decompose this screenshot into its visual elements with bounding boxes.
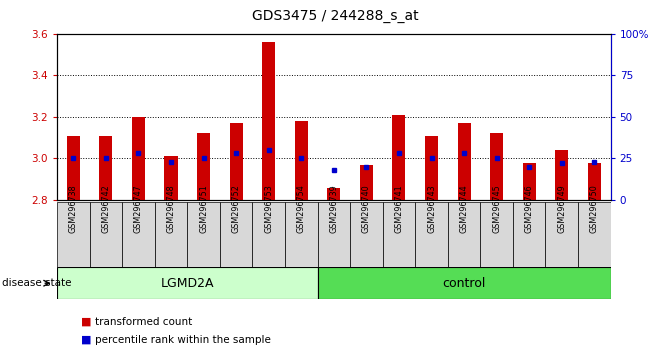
Text: GSM296745: GSM296745 <box>492 184 501 233</box>
Bar <box>57 267 317 299</box>
Text: GSM296748: GSM296748 <box>166 184 176 233</box>
Bar <box>132 117 145 200</box>
Text: control: control <box>442 277 486 290</box>
Bar <box>220 202 252 267</box>
Text: GSM296743: GSM296743 <box>427 184 436 233</box>
Text: GSM296738: GSM296738 <box>69 184 78 233</box>
Text: GSM296739: GSM296739 <box>329 184 338 233</box>
Bar <box>513 202 546 267</box>
Bar <box>490 133 503 200</box>
Bar <box>229 123 243 200</box>
Text: GSM296754: GSM296754 <box>297 184 306 233</box>
Bar <box>588 162 601 200</box>
Text: GSM296747: GSM296747 <box>134 184 143 233</box>
Bar <box>262 42 275 200</box>
Text: GSM296744: GSM296744 <box>460 184 468 233</box>
Bar <box>317 202 350 267</box>
Bar <box>252 202 285 267</box>
Bar <box>90 202 122 267</box>
Bar <box>382 202 415 267</box>
Bar <box>448 202 480 267</box>
Bar <box>350 202 382 267</box>
Text: GSM296746: GSM296746 <box>525 184 533 233</box>
Text: GSM296753: GSM296753 <box>264 184 273 233</box>
Bar <box>556 150 568 200</box>
Bar <box>393 115 405 200</box>
Bar <box>197 133 210 200</box>
Bar <box>415 202 448 267</box>
Bar <box>155 202 187 267</box>
Text: GSM296740: GSM296740 <box>362 184 371 233</box>
Bar <box>187 202 220 267</box>
Bar <box>285 202 317 267</box>
Text: GSM296752: GSM296752 <box>231 184 241 233</box>
Bar <box>458 123 470 200</box>
Text: LGMD2A: LGMD2A <box>160 277 214 290</box>
Text: percentile rank within the sample: percentile rank within the sample <box>95 335 271 345</box>
Bar <box>122 202 155 267</box>
Bar <box>317 267 611 299</box>
Text: ■: ■ <box>81 317 91 327</box>
Text: transformed count: transformed count <box>95 317 193 327</box>
Text: GSM296741: GSM296741 <box>395 184 403 233</box>
Text: GSM296742: GSM296742 <box>101 184 111 233</box>
Bar <box>480 202 513 267</box>
Text: disease state: disease state <box>2 278 72 288</box>
Bar <box>360 165 373 200</box>
Text: GDS3475 / 244288_s_at: GDS3475 / 244288_s_at <box>252 9 419 23</box>
Text: GSM296751: GSM296751 <box>199 184 208 233</box>
Bar <box>546 202 578 267</box>
Text: GSM296749: GSM296749 <box>557 184 566 233</box>
Bar <box>67 136 80 200</box>
Bar <box>425 136 438 200</box>
Text: ■: ■ <box>81 335 91 345</box>
Bar <box>164 156 178 200</box>
Text: GSM296750: GSM296750 <box>590 184 599 233</box>
Bar <box>295 121 308 200</box>
Bar <box>578 202 611 267</box>
Bar <box>57 202 90 267</box>
Bar <box>523 162 535 200</box>
Bar <box>99 136 112 200</box>
Bar <box>327 188 340 200</box>
